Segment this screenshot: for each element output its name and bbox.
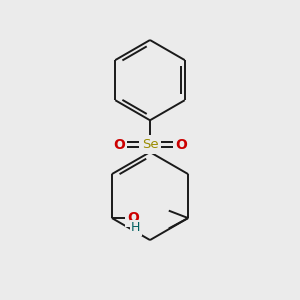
Text: Se: Se bbox=[142, 138, 158, 151]
Text: O: O bbox=[175, 138, 187, 152]
Text: H: H bbox=[131, 221, 140, 234]
Text: O: O bbox=[113, 138, 125, 152]
Text: O: O bbox=[128, 211, 139, 225]
